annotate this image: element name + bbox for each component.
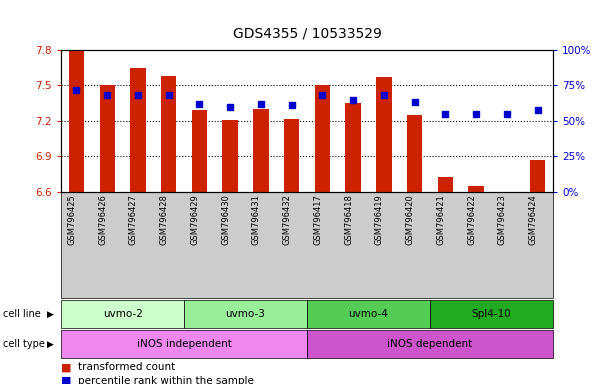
Text: iNOS independent: iNOS independent [137,339,232,349]
Text: GSM796422: GSM796422 [467,194,476,245]
Bar [130,68,145,192]
Bar [315,86,330,192]
Text: uvmo-2: uvmo-2 [103,309,142,319]
Text: iNOS dependent: iNOS dependent [387,339,473,349]
Bar [192,110,207,192]
Text: GSM796429: GSM796429 [191,194,199,245]
Bar [469,186,484,192]
Text: GSM796420: GSM796420 [406,194,415,245]
Text: GSM796432: GSM796432 [283,194,291,245]
Text: GSM796423: GSM796423 [498,194,507,245]
Bar [69,51,84,192]
Text: percentile rank within the sample: percentile rank within the sample [78,376,254,384]
Text: GSM796428: GSM796428 [159,194,169,245]
Text: GSM796425: GSM796425 [67,194,76,245]
Bar [100,86,115,192]
Bar [376,77,392,192]
Text: GSM796418: GSM796418 [344,194,353,245]
Text: ■: ■ [61,376,71,384]
Text: ▶: ▶ [46,310,54,318]
Bar [284,119,299,192]
Bar [222,120,238,192]
Bar [161,76,177,192]
Text: uvmo-4: uvmo-4 [348,309,389,319]
Text: ▶: ▶ [46,339,54,349]
Text: GSM796430: GSM796430 [221,194,230,245]
Text: GSM796424: GSM796424 [529,194,538,245]
Text: GSM796417: GSM796417 [313,194,323,245]
Text: GDS4355 / 10533529: GDS4355 / 10533529 [233,27,381,41]
Text: Spl4-10: Spl4-10 [472,309,511,319]
Text: GSM796419: GSM796419 [375,194,384,245]
Bar [253,109,269,192]
Text: GSM796421: GSM796421 [436,194,445,245]
Bar [345,103,361,192]
Bar [437,177,453,192]
Text: ■: ■ [61,362,71,372]
Text: cell type: cell type [3,339,45,349]
Bar [530,160,545,192]
Bar [407,115,422,192]
Text: GSM796431: GSM796431 [252,194,261,245]
Text: GSM796426: GSM796426 [98,194,107,245]
Text: GSM796427: GSM796427 [129,194,138,245]
Text: uvmo-3: uvmo-3 [225,309,266,319]
Text: cell line: cell line [3,309,41,319]
Text: transformed count: transformed count [78,362,175,372]
